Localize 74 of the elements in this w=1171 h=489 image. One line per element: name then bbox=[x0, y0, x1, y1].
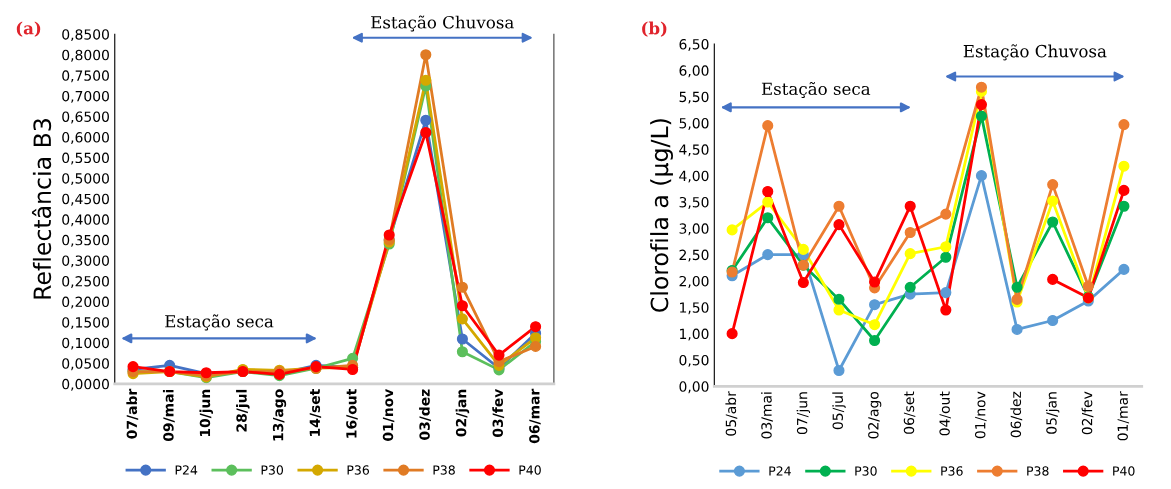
legend-label: P24 bbox=[175, 465, 198, 475]
x-tick-label: 09/mai bbox=[162, 389, 175, 442]
y-tick-label: 3,50 bbox=[679, 196, 709, 209]
y-tick-label: 0,6500 bbox=[62, 111, 109, 124]
y-tick-label: 0,7000 bbox=[62, 90, 109, 103]
text: Estação Chuvosa bbox=[371, 15, 514, 32]
y-tick-label: 4,50 bbox=[679, 144, 709, 157]
y-tick-label: 0,1500 bbox=[62, 317, 109, 330]
y-tick-label: 0,0000 bbox=[62, 378, 109, 391]
chart-title: (b) bbox=[642, 21, 667, 37]
x-tick-label: 03/dez bbox=[419, 389, 431, 440]
x-tick-label: 16/out bbox=[346, 389, 358, 438]
y-tick-label: 0,4500 bbox=[62, 193, 109, 206]
y-tick-label: 0,5500 bbox=[62, 152, 109, 165]
y-axis-title: Reflectância B3 bbox=[31, 119, 52, 299]
x-tick-label: 04/out bbox=[939, 391, 951, 436]
annotation: Estação seca bbox=[165, 314, 274, 331]
y-tick-label: 0,00 bbox=[679, 381, 709, 394]
legend-label: P40 bbox=[1113, 466, 1135, 476]
annotation: Estação Chuvosa bbox=[963, 44, 1107, 61]
y-tick-label: 6,00 bbox=[679, 65, 709, 78]
x-tick-label: 07/jun bbox=[796, 392, 811, 435]
y-tick-label: 6,50 bbox=[679, 38, 709, 51]
x-tick-label: 07/abr bbox=[126, 388, 139, 439]
legend-label: P36 bbox=[941, 466, 963, 476]
x-tick-label: 01/nov bbox=[382, 388, 395, 441]
y-tick-label: 0,2000 bbox=[62, 296, 109, 309]
y-tick-label: 0,4000 bbox=[62, 214, 109, 227]
y-tick-label: 0,50 bbox=[679, 354, 709, 367]
x-tick-label: 02/ago bbox=[868, 391, 882, 439]
y-tick-label: 1,00 bbox=[680, 328, 709, 341]
y-tick-label: 0,8000 bbox=[62, 49, 109, 62]
x-tick-label: 13/ago bbox=[272, 389, 287, 441]
legend-label: P30 bbox=[261, 465, 284, 475]
x-tick-label: 03/fev bbox=[492, 388, 505, 437]
x-tick-label: 05/jul bbox=[832, 392, 846, 430]
x-tick-label: 06/set bbox=[903, 391, 916, 434]
x-tick-label: 01/nov bbox=[974, 391, 987, 439]
annotation: Estação seca bbox=[761, 81, 871, 99]
y-tick-label: 0,8500 bbox=[62, 29, 109, 42]
y-tick-label: 1,50 bbox=[680, 302, 709, 315]
y-tick-label: 2,00 bbox=[679, 275, 709, 288]
legend-label: P24 bbox=[769, 466, 791, 476]
legend-label: P36 bbox=[347, 465, 370, 475]
y-tick-label: 0,3000 bbox=[62, 255, 109, 268]
x-tick-label: 01/mar bbox=[1117, 391, 1130, 441]
legend-label: P38 bbox=[433, 465, 455, 475]
y-axis-title: Clorofila a (µg/L) bbox=[650, 119, 673, 312]
x-tick-label: 03/mai bbox=[761, 392, 773, 439]
y-tick-label: 5,00 bbox=[679, 117, 709, 130]
x-tick-label: 10/jun bbox=[199, 389, 214, 437]
x-tick-label: 06/mar bbox=[529, 388, 541, 444]
x-tick-label: 02/jan bbox=[455, 389, 470, 437]
y-tick-label: 0,1000 bbox=[62, 337, 109, 350]
x-tick-label: 05/jan bbox=[1045, 392, 1060, 434]
y-tick-label: 2,50 bbox=[679, 249, 709, 262]
y-tick-label: 0,2500 bbox=[62, 276, 109, 288]
y-tick-label: 5,50 bbox=[679, 91, 709, 104]
x-tick-label: 02/fev bbox=[1081, 391, 1094, 435]
x-tick-label: 14/set bbox=[309, 389, 322, 436]
legend-label: P40 bbox=[519, 465, 541, 475]
y-tick-label: 0,6000 bbox=[62, 132, 109, 144]
legend-label: P30 bbox=[855, 466, 877, 476]
x-tick-label: 05/abr bbox=[725, 391, 738, 436]
legend-label: P38 bbox=[1027, 466, 1049, 476]
y-tick-label: 0,7500 bbox=[62, 70, 109, 83]
y-tick-label: 0,3500 bbox=[62, 234, 109, 247]
y-tick-label: 0,0500 bbox=[62, 358, 109, 371]
x-tick-label: 06/dez bbox=[1010, 391, 1023, 438]
x-tick-label: 28/jul bbox=[236, 389, 250, 432]
chart-title: (a) bbox=[16, 21, 41, 37]
y-tick-label: 3,00 bbox=[679, 223, 709, 236]
y-tick-label: 4,00 bbox=[679, 170, 709, 183]
y-tick-label: 0,5000 bbox=[62, 173, 109, 186]
